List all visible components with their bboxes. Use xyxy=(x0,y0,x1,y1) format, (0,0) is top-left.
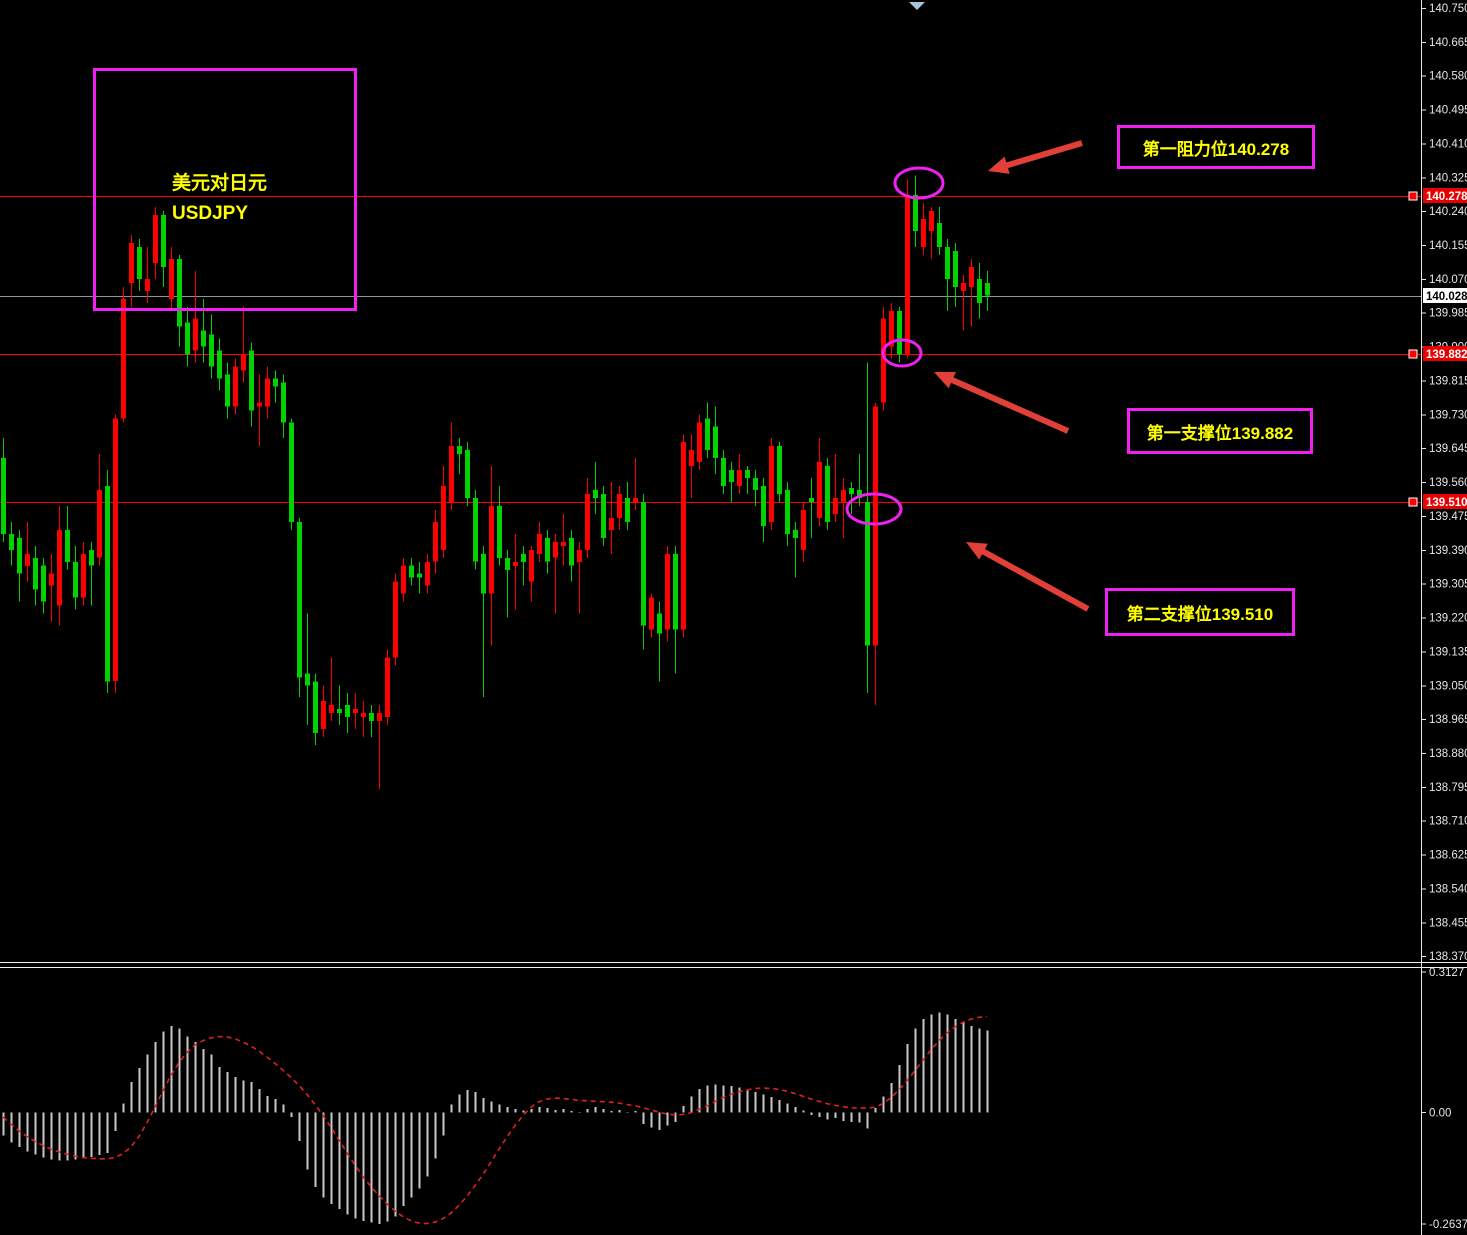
price-tick-label: 138.880 xyxy=(1429,748,1467,760)
price-tick-label: 139.730 xyxy=(1429,409,1467,421)
price-tick-label: 140.665 xyxy=(1429,37,1467,49)
pointer-arrow-head-1 xyxy=(988,156,1010,174)
symbol-name-cn: 美元对日元 xyxy=(172,173,268,194)
level-line-anchor[interactable] xyxy=(1408,497,1418,507)
price-tick-label: 139.985 xyxy=(1429,308,1467,320)
price-tick-label: 140.495 xyxy=(1429,105,1467,117)
pointer-arrow-shaft-1 xyxy=(1002,140,1083,170)
macd-axis-label: 0.00 xyxy=(1429,1108,1451,1120)
price-tick-label: 138.795 xyxy=(1429,782,1467,794)
price-badge-label: 139.510 xyxy=(1426,497,1467,509)
price-tick-label: 140.580 xyxy=(1429,71,1467,83)
highlight-ellipse-2 xyxy=(881,338,923,368)
resistance-annotation-box: 第一阻力位140.278 xyxy=(1117,125,1315,169)
level-price-badge xyxy=(1423,346,1467,361)
pointer-arrow-head-2 xyxy=(934,371,956,389)
highlight-ellipse-1 xyxy=(893,166,945,200)
support1-annotation-label: 第一支撑位139.882 xyxy=(1146,423,1294,443)
price-tick-label: 139.645 xyxy=(1429,443,1467,455)
level-line-anchor[interactable] xyxy=(1408,349,1418,359)
symbol-annotation-box: 美元对日元 USDJPY xyxy=(93,68,357,311)
macd-axis-label: 0.3127 xyxy=(1429,967,1464,979)
symbol-annotation-text: 美元对日元 USDJPY xyxy=(172,169,267,229)
pointer-arrow-shaft-3 xyxy=(978,547,1090,612)
candles-group xyxy=(1,175,990,789)
highlight-ellipse-3 xyxy=(845,492,903,526)
price-tick-label: 139.135 xyxy=(1429,646,1467,658)
price-tick-label: 139.050 xyxy=(1429,680,1467,692)
macd-axis-label: -0.2637 xyxy=(1429,1219,1467,1231)
price-tick-label: 140.070 xyxy=(1429,274,1467,286)
price-tick-label: 138.625 xyxy=(1429,850,1467,862)
level-price-badge xyxy=(1423,188,1467,203)
support2-annotation-label: 第二支撑位139.510 xyxy=(1126,604,1274,624)
price-tick-label: 140.155 xyxy=(1429,240,1467,252)
price-tick-label: 138.965 xyxy=(1429,714,1467,726)
level-line-anchor[interactable] xyxy=(1408,191,1418,201)
price-tick-label: 139.560 xyxy=(1429,477,1467,489)
price-badge-label: 139.882 xyxy=(1426,349,1467,361)
price-tick-label: 140.325 xyxy=(1429,172,1467,184)
pointer-arrow-head-3 xyxy=(966,542,988,560)
chart-shift-marker-icon[interactable] xyxy=(909,2,925,10)
price-tick-label: 139.220 xyxy=(1429,613,1467,625)
price-tick-label: 138.370 xyxy=(1429,951,1467,963)
price-badge-label: 140.278 xyxy=(1426,191,1467,203)
price-tick-label: 138.455 xyxy=(1429,917,1467,929)
price-tick-label: 139.390 xyxy=(1429,545,1467,557)
resistance-annotation-label: 第一阻力位140.278 xyxy=(1142,139,1290,159)
support2-annotation-box: 第二支撑位139.510 xyxy=(1105,588,1295,636)
symbol-ticker: USDJPY xyxy=(172,203,249,224)
level-price-badge xyxy=(1423,494,1467,509)
price-tick-label: 140.750 xyxy=(1429,3,1467,15)
support1-annotation-box: 第一支撑位139.882 xyxy=(1127,408,1313,454)
price-tick-label: 138.710 xyxy=(1429,816,1467,828)
price-tick-label: 139.475 xyxy=(1429,511,1467,523)
current-price-badge xyxy=(1423,288,1467,303)
price-tick-label: 138.540 xyxy=(1429,883,1467,895)
macd-histogram-group xyxy=(2,1012,989,1224)
price-badge-label: 140.028 xyxy=(1426,291,1467,303)
price-tick-label: 140.240 xyxy=(1429,206,1467,218)
price-tick-label: 139.815 xyxy=(1429,375,1467,387)
price-tick-label: 139.305 xyxy=(1429,579,1467,591)
macd-signal-line xyxy=(2,1015,988,1225)
price-tick-label: 140.410 xyxy=(1429,138,1467,150)
pointer-arrow-shaft-2 xyxy=(947,375,1070,434)
